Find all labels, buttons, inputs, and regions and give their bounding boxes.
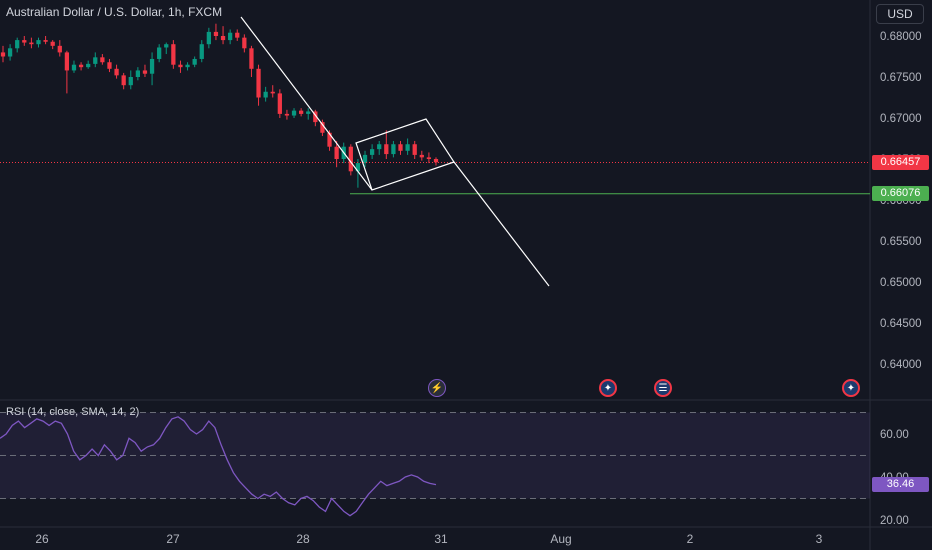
candle-body — [213, 31, 219, 36]
horizontal-line-price-tag: 0.66076 — [872, 185, 929, 201]
time-tick-label: Aug — [550, 532, 571, 546]
rsi-tick-label: 20.00 — [880, 515, 909, 527]
candle-body — [164, 44, 169, 48]
candle-body — [228, 32, 233, 41]
candle-body — [57, 45, 62, 53]
candle-body — [405, 144, 410, 151]
candle-body — [291, 110, 297, 116]
us-flag-icon[interactable]: ☰ — [654, 379, 672, 397]
candle-body — [185, 64, 190, 68]
australia-flag-icon[interactable]: ✦ — [842, 379, 860, 397]
rsi-line — [0, 416, 437, 517]
candle-body — [306, 111, 311, 114]
candle-body — [114, 68, 119, 76]
candle-body — [377, 144, 382, 150]
price-tick-label: 0.65000 — [880, 277, 922, 289]
candle-body — [50, 41, 55, 46]
candle-body — [348, 146, 353, 172]
candle-body — [433, 159, 439, 163]
price-tick-label: 0.64500 — [880, 318, 922, 330]
candle-body — [178, 64, 183, 68]
candle-body — [93, 57, 98, 64]
candle-body — [192, 58, 197, 65]
rsi-tick-label: 60.00 — [880, 429, 909, 441]
candle-body — [206, 31, 211, 45]
time-tick-label: 27 — [166, 532, 180, 546]
candle-body — [327, 132, 332, 147]
candle-body — [369, 149, 375, 155]
candle-body — [284, 113, 290, 116]
candle-body — [0, 52, 6, 57]
candle-body — [398, 144, 403, 151]
candle-body — [270, 91, 275, 94]
candle-body — [412, 144, 417, 155]
candle-body — [249, 48, 254, 69]
candle-body — [334, 146, 339, 159]
candle-body — [220, 36, 226, 41]
price-tick-label: 0.67500 — [880, 72, 922, 84]
rsi-indicator-label[interactable]: RSI (14, close, SMA, 14, 2) — [6, 406, 140, 418]
candle-body — [43, 40, 48, 42]
candle-body — [142, 70, 148, 74]
candle-body — [29, 42, 34, 45]
candle-body — [384, 144, 389, 155]
candle-body — [64, 52, 70, 71]
price-tick-label: 0.68000 — [880, 31, 922, 43]
candle-body — [78, 64, 84, 68]
rsi-value-tag: 36.46 — [872, 476, 929, 492]
candle-body — [7, 48, 13, 57]
candle-body — [149, 58, 155, 74]
price-tick-label: 0.64000 — [880, 359, 922, 371]
candle-body — [86, 63, 91, 68]
current-price-tag: 0.66457 — [872, 154, 929, 170]
candle-body — [355, 163, 361, 172]
lightning-icon[interactable]: ⚡ — [428, 379, 446, 397]
candle-body — [121, 75, 126, 86]
downtrend-line — [240, 16, 373, 191]
candle-body — [313, 111, 318, 123]
candle-body — [362, 154, 368, 164]
candle-body — [256, 68, 261, 98]
candle-body — [299, 110, 304, 114]
price-tick-label: 0.65500 — [880, 236, 922, 248]
candle-body — [277, 93, 282, 114]
candle-body — [235, 32, 240, 38]
candle-body — [128, 77, 133, 86]
candle-body — [135, 70, 140, 77]
candle-body — [242, 37, 247, 49]
candle-body — [157, 47, 162, 59]
candle-body — [426, 157, 432, 159]
candle-body — [36, 40, 41, 45]
candle-body — [71, 64, 77, 71]
candle-body — [419, 154, 424, 158]
candle-body — [391, 144, 396, 155]
candle-body — [320, 122, 325, 133]
time-tick-label: 2 — [687, 532, 694, 546]
candle-body — [171, 44, 176, 65]
time-tick-label: 28 — [296, 532, 310, 546]
candle-body — [22, 40, 27, 43]
australia-flag-icon[interactable]: ✦ — [599, 379, 617, 397]
candle-body — [100, 57, 105, 63]
candle-body — [107, 62, 112, 69]
chart-title: Australian Dollar / U.S. Dollar, 1h, FXC… — [6, 5, 223, 19]
time-tick-label: 31 — [434, 532, 448, 546]
time-tick-label: 26 — [35, 532, 49, 546]
candle-body — [263, 91, 268, 98]
time-tick-label: 3 — [816, 532, 823, 546]
currency-button[interactable]: USD — [876, 4, 924, 24]
candle-body — [15, 40, 20, 49]
price-tick-label: 0.67000 — [880, 113, 922, 125]
projection-line — [453, 161, 550, 287]
candle-body — [199, 44, 204, 59]
